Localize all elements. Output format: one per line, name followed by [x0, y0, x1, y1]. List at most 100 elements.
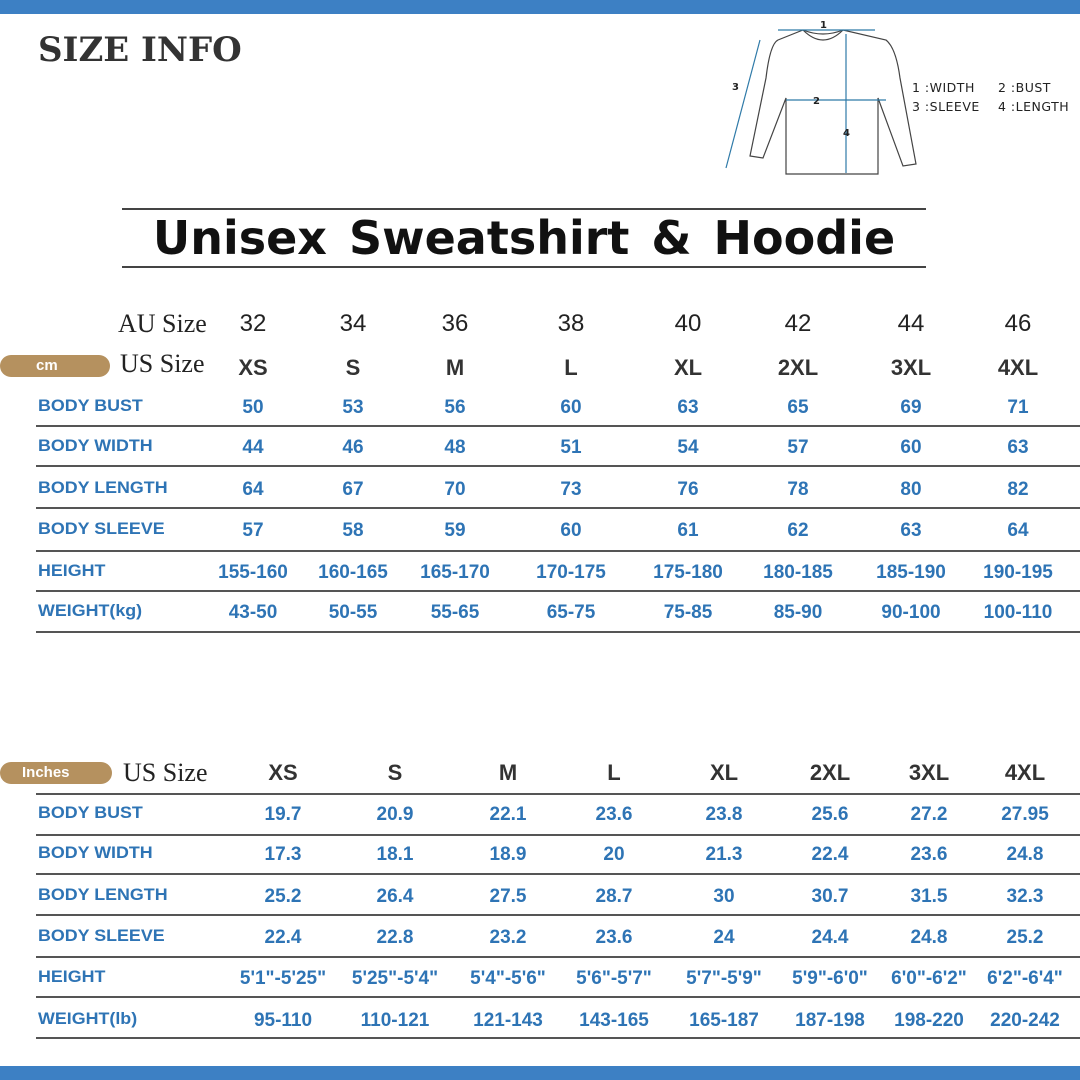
- table-cell: 25.2: [264, 886, 302, 907]
- table-cell: 24.8: [910, 927, 948, 948]
- table-cell: 78: [787, 479, 809, 500]
- table-cell: 67: [342, 479, 364, 500]
- table-cell: 100-110: [983, 602, 1053, 623]
- us-size-4: XL: [709, 760, 739, 785]
- table-cell: 60: [560, 397, 582, 418]
- table-cell: 18.9: [489, 844, 527, 865]
- table-cell: 95-110: [253, 1010, 313, 1031]
- table-cell: 59: [444, 520, 466, 541]
- table-cell: 50-55: [328, 602, 378, 623]
- table-cell: 75-85: [663, 602, 713, 623]
- table-cell: 19.7: [264, 804, 302, 825]
- us-size-5: 2XL: [809, 760, 851, 785]
- table-cell: 44: [242, 437, 264, 458]
- page-title: SIZE INFO: [38, 30, 242, 70]
- table-cell: 160-165: [318, 562, 388, 583]
- table-cell: 180-185: [763, 562, 833, 583]
- au-size-label: AU Size: [118, 309, 207, 338]
- row-label: BODY SLEEVE: [38, 926, 165, 945]
- bottom-accent-bar: [0, 1066, 1080, 1080]
- table-cell: 69: [900, 397, 922, 418]
- table-cell: 143-165: [579, 1010, 649, 1031]
- au-size-4: 40: [674, 310, 702, 337]
- table-cell: 5'7"-5'9": [686, 968, 762, 989]
- table-cell: 187-198: [795, 1010, 865, 1031]
- us-size-2: M: [498, 760, 518, 785]
- table-cell: 85-90: [773, 602, 823, 623]
- table-cell: 175-180: [653, 562, 723, 583]
- legend-sleeve: 3 :SLEEVE: [912, 99, 980, 114]
- table-cell: 27.95: [1001, 804, 1049, 825]
- table-cell: 110-121: [360, 1010, 430, 1031]
- table-cell: 71: [1007, 397, 1029, 418]
- table-cell: 17.3: [264, 844, 302, 865]
- table-cell: 198-220: [894, 1010, 964, 1031]
- au-size-0: 32: [239, 310, 267, 337]
- table-cell: 55-65: [430, 602, 480, 623]
- us-size-0: XS: [238, 355, 268, 380]
- table-cell: 190-195: [983, 562, 1053, 583]
- row-divider: [36, 914, 1080, 916]
- table-cell: 60: [560, 520, 582, 541]
- table-cell: 25.6: [811, 804, 849, 825]
- table-cell: 5'6"-5'7": [576, 968, 652, 989]
- table-cell: 5'1"-5'25": [239, 968, 327, 989]
- table-cell: 30: [713, 886, 735, 907]
- table-cell: 48: [444, 437, 466, 458]
- us-size-7: 4XL: [1004, 760, 1046, 785]
- table-cell: 31.5: [910, 886, 948, 907]
- us-size-0: XS: [268, 760, 298, 785]
- legend-bust: 2 :BUST: [998, 80, 1051, 95]
- table-cell: 58: [342, 520, 364, 541]
- us-size-3: L: [607, 760, 621, 785]
- table-cell: 57: [787, 437, 809, 458]
- table-cell: 165-187: [689, 1010, 759, 1031]
- table-cell: 76: [677, 479, 699, 500]
- table-cell: 23.6: [595, 804, 633, 825]
- table-cell: 121-143: [473, 1010, 543, 1031]
- table-cell: 23.2: [489, 927, 527, 948]
- us-size-label-inches: US Size: [123, 758, 208, 787]
- table-cell: 23.8: [705, 804, 743, 825]
- table-cell: 65-75: [546, 602, 596, 623]
- table-cell: 20: [603, 844, 625, 865]
- row-label: BODY WIDTH: [38, 843, 153, 862]
- table-cell: 6'0"-6'2": [891, 968, 967, 989]
- table-cell: 90-100: [881, 602, 941, 623]
- table-cell: 60: [900, 437, 922, 458]
- us-size-4: XL: [673, 355, 703, 380]
- table-cell: 23.6: [910, 844, 948, 865]
- table-cell: 22.8: [376, 927, 414, 948]
- table-cell: 27.5: [489, 886, 527, 907]
- table-cell: 23.6: [595, 927, 633, 948]
- us-size-label-cm: US Size: [120, 349, 205, 378]
- table-cell: 56: [444, 397, 466, 418]
- row-label: HEIGHT: [38, 561, 106, 580]
- table-cell: 61: [677, 520, 699, 541]
- table-cell: 63: [1007, 437, 1029, 458]
- au-size-2: 36: [441, 310, 469, 337]
- table-cell: 53: [342, 397, 364, 418]
- table-cell: 63: [900, 520, 922, 541]
- row-divider: [36, 425, 1080, 427]
- diagram-label-2: 2: [813, 96, 820, 107]
- us-size-5: 2XL: [777, 355, 819, 380]
- table-cell: 22.4: [264, 927, 302, 948]
- row-divider: [36, 507, 1080, 509]
- unit-badge-inches: Inches: [0, 762, 112, 784]
- table-cell: 50: [242, 397, 264, 418]
- au-size-7: 46: [1004, 310, 1032, 337]
- au-size-1: 34: [339, 310, 367, 337]
- table-cell: 43-50: [228, 602, 278, 623]
- row-divider: [36, 793, 1080, 795]
- row-label: BODY WIDTH: [38, 436, 153, 455]
- diagram-label-3: 3: [732, 82, 739, 93]
- table-cell: 62: [787, 520, 809, 541]
- table-cell: 64: [242, 479, 264, 500]
- us-size-2: M: [445, 355, 465, 380]
- table-cell: 30.7: [811, 886, 849, 907]
- row-divider: [36, 590, 1080, 592]
- us-size-6: 3XL: [908, 760, 950, 785]
- au-size-3: 38: [557, 310, 585, 337]
- au-size-6: 44: [897, 310, 925, 337]
